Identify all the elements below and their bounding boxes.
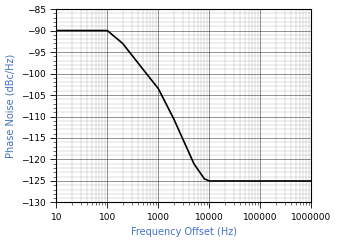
X-axis label: Frequency Offset (Hz): Frequency Offset (Hz) [131,227,237,237]
Y-axis label: Phase Noise (dBc/Hz): Phase Noise (dBc/Hz) [5,54,16,158]
